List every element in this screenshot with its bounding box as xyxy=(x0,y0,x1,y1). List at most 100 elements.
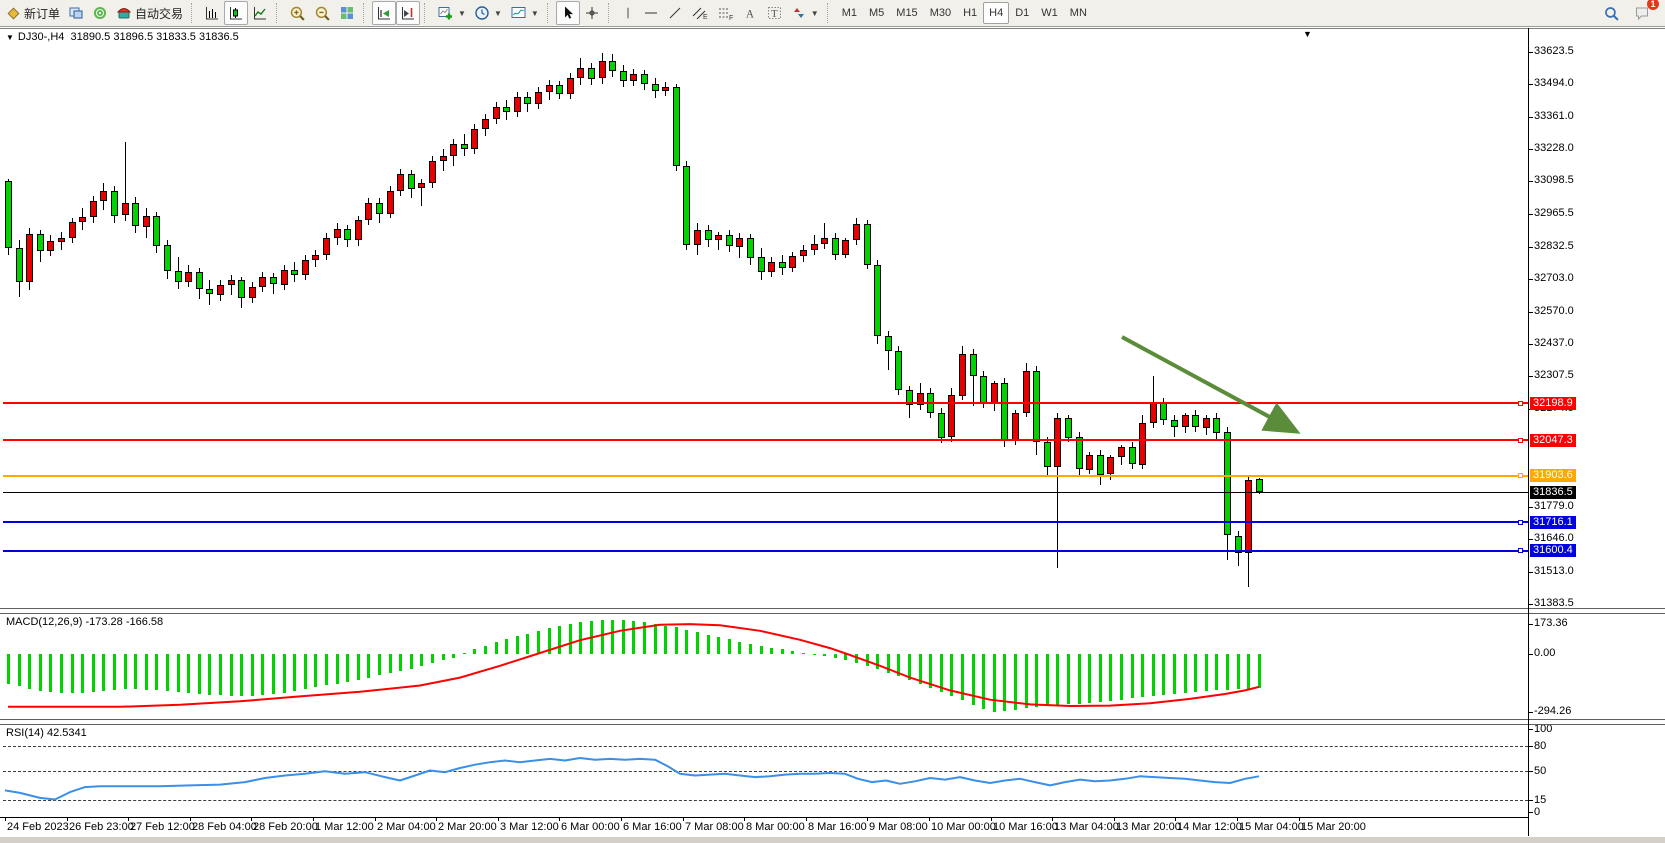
candle xyxy=(991,383,998,403)
candle-wick xyxy=(973,349,974,406)
candle xyxy=(599,61,606,78)
bar-chart-button[interactable] xyxy=(200,1,224,25)
candle xyxy=(556,85,563,94)
price-line[interactable] xyxy=(3,492,1529,493)
chart-shift-button[interactable] xyxy=(396,1,421,25)
macd-histogram-bar xyxy=(1120,654,1123,700)
price-line-label[interactable]: 32047.3 xyxy=(1530,434,1576,447)
macd-histogram-bar xyxy=(1067,654,1070,704)
template-button[interactable]: ▼ xyxy=(506,1,543,25)
macd-panel-separator[interactable] xyxy=(0,608,1665,614)
rsi-value: 42.5341 xyxy=(46,727,87,739)
price-line-handle[interactable] xyxy=(1518,520,1523,525)
macd-histogram-bar xyxy=(1078,654,1081,704)
period-button[interactable]: ▼ xyxy=(470,1,506,25)
candle xyxy=(1150,403,1157,423)
cursor-button[interactable] xyxy=(555,1,580,25)
macd-histogram-bar xyxy=(1152,654,1155,696)
toolbar-grip xyxy=(191,3,196,23)
price-axis-divider[interactable] xyxy=(1528,28,1529,836)
price-line-label[interactable]: 32198.9 xyxy=(1530,397,1576,410)
text-button[interactable]: A xyxy=(739,1,762,25)
price-line[interactable] xyxy=(3,521,1529,523)
price-line-label[interactable]: 31836.5 xyxy=(1530,486,1576,499)
price-line[interactable] xyxy=(3,475,1529,477)
candle xyxy=(185,272,192,282)
time-tick-mark xyxy=(559,818,560,821)
macd-histogram-bar xyxy=(505,639,508,654)
candle xyxy=(37,234,44,251)
candle xyxy=(122,203,129,215)
price-line[interactable] xyxy=(3,550,1529,552)
candle xyxy=(980,376,987,403)
candlestick-chart-button[interactable] xyxy=(224,1,249,25)
timeframe-button-H1[interactable]: H1 xyxy=(963,7,978,19)
candle-wick xyxy=(824,223,825,249)
macd-histogram-bar xyxy=(219,654,222,695)
candle xyxy=(1203,418,1210,428)
price-line-label[interactable]: 31903.6 xyxy=(1530,469,1576,482)
notifications-button[interactable]: 1 xyxy=(1630,0,1659,25)
macd-histogram-bar xyxy=(198,654,201,694)
new-order-button[interactable]: 新订单 xyxy=(2,1,64,25)
price-line-handle[interactable] xyxy=(1518,401,1523,406)
price-line-label[interactable]: 31716.1 xyxy=(1530,516,1576,529)
line-chart-button[interactable] xyxy=(248,1,272,25)
macd-histogram-bar xyxy=(908,654,911,680)
search-button[interactable] xyxy=(1599,1,1624,25)
rsi-scale-tick: 50 xyxy=(1534,765,1547,777)
equidistant-channel-button[interactable]: E xyxy=(687,1,713,25)
price-line[interactable] xyxy=(3,439,1529,441)
horizontal-line-button[interactable] xyxy=(639,1,663,25)
auto-scroll-button[interactable] xyxy=(372,1,397,25)
candle xyxy=(1192,415,1199,427)
candle xyxy=(1044,442,1051,467)
fibonacci-button[interactable]: F xyxy=(713,1,739,25)
macd-histogram-bar xyxy=(410,654,413,669)
legend-collapse-icon[interactable]: ▼ xyxy=(6,33,14,42)
timeframe-button-H4[interactable]: H4 xyxy=(983,2,1010,24)
price-line[interactable] xyxy=(3,402,1529,404)
timeframe-button-M5[interactable]: M5 xyxy=(869,7,885,19)
price-line-handle[interactable] xyxy=(1518,473,1523,478)
chart-shift-marker[interactable]: ▼ xyxy=(1303,29,1312,39)
text-label-button[interactable]: T xyxy=(762,1,787,25)
candle xyxy=(970,354,977,376)
timeframe-button-M15[interactable]: M15 xyxy=(896,7,918,19)
price-line-handle[interactable] xyxy=(1518,438,1523,443)
timeframe-button-M30[interactable]: M30 xyxy=(929,7,952,19)
charts-button[interactable] xyxy=(64,1,88,25)
time-label: 1 Mar 12:00 xyxy=(315,821,374,833)
price-line-handle[interactable] xyxy=(1518,548,1523,553)
rsi-panel-separator[interactable] xyxy=(0,719,1665,725)
arrows-button[interactable]: ▼ xyxy=(787,1,823,25)
tile-windows-button[interactable] xyxy=(335,1,359,25)
autotrade-button[interactable]: 自动交易 xyxy=(112,1,187,25)
vertical-line-button[interactable] xyxy=(617,1,639,25)
trendline-icon xyxy=(669,7,681,19)
add-indicator-button[interactable]: ▼ xyxy=(433,1,470,25)
timeframe-button-MN[interactable]: MN xyxy=(1069,7,1087,19)
trendline-button[interactable] xyxy=(663,1,687,25)
candle xyxy=(376,203,383,214)
time-label: 14 Mar 12:00 xyxy=(1177,821,1242,833)
zoom-out-button[interactable] xyxy=(310,1,335,25)
macd-histogram-bar xyxy=(304,654,307,689)
notification-badge: 1 xyxy=(1647,0,1659,10)
candle xyxy=(609,61,616,71)
zoom-in-button[interactable] xyxy=(285,1,310,25)
macd-histogram-bar xyxy=(1141,654,1144,697)
timeframe-button-W1[interactable]: W1 xyxy=(1041,7,1058,19)
candle xyxy=(1001,383,1008,440)
rsi-tick-mark xyxy=(1528,800,1533,801)
signals-button[interactable] xyxy=(88,1,112,25)
time-tick-mark xyxy=(683,818,684,821)
price-line-label[interactable]: 31600.4 xyxy=(1530,544,1576,557)
timeframe-button-M1[interactable]: M1 xyxy=(841,7,857,19)
timeframe-button-D1[interactable]: D1 xyxy=(1015,7,1030,19)
time-label: 10 Mar 00:00 xyxy=(931,821,996,833)
crosshair-button[interactable] xyxy=(580,1,604,25)
candle xyxy=(1224,432,1231,535)
search-icon xyxy=(1605,6,1619,21)
time-label: 26 Feb 23:00 xyxy=(69,821,134,833)
